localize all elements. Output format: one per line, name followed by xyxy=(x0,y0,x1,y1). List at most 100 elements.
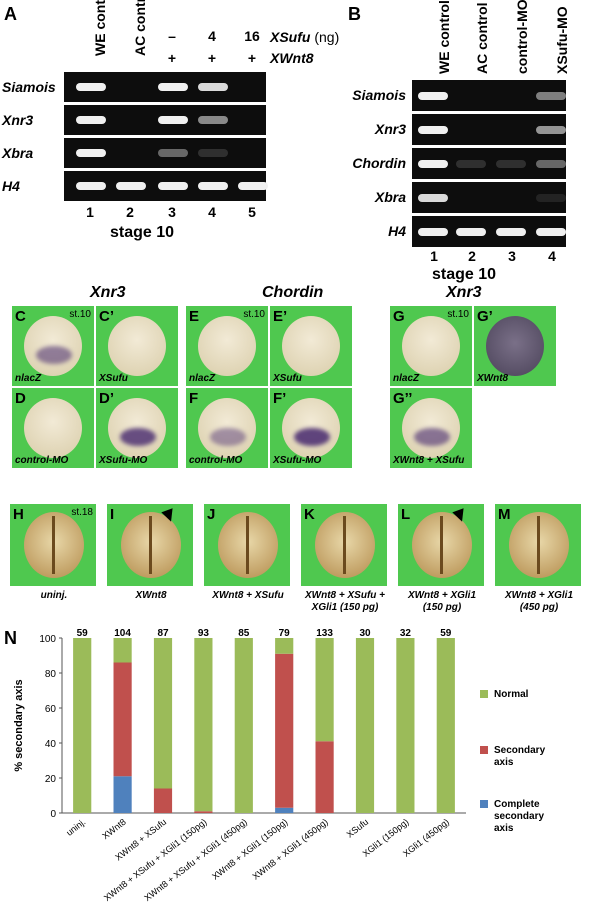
axis-panel-label: I xyxy=(110,506,115,523)
panel-a-label: A xyxy=(4,4,17,24)
insitu-panel-caption: XWnt8 + XSufu xyxy=(393,455,465,466)
x-tick-label: XWnt8 + XGli1 (150pg) xyxy=(210,817,289,882)
neural-groove xyxy=(343,516,346,574)
band xyxy=(418,126,448,134)
arrowhead-icon xyxy=(161,508,177,524)
panel-a-lane-4: 5 xyxy=(248,204,256,220)
panel-b-gel-strip-0 xyxy=(412,80,566,111)
band xyxy=(418,228,448,236)
panel-a-treatment2: XWnt8 xyxy=(270,50,314,66)
insitu-panel-label: E xyxy=(189,308,200,325)
panel-b-col-2: control-MO xyxy=(514,0,530,74)
panel-a-treatment1: XSufu (ng) xyxy=(270,29,339,45)
legend-swatch xyxy=(480,800,488,808)
stain xyxy=(36,346,72,364)
band xyxy=(76,182,106,190)
panel-b-row-label-4: H4 xyxy=(388,223,406,239)
panel-b-col-0: WE control xyxy=(436,0,452,74)
panel-n-label: N xyxy=(4,628,17,648)
panel-a-row-label-0: Siamois xyxy=(2,79,56,95)
y-tick-label: 80 xyxy=(45,669,57,680)
neural-groove xyxy=(246,516,249,574)
insitu-panel-label: F’ xyxy=(273,390,287,407)
band xyxy=(536,228,566,236)
legend-swatch xyxy=(480,690,488,698)
insitu-panel-caption: XSufu-MO xyxy=(273,455,322,466)
band xyxy=(158,116,188,124)
axis-panel-label: L xyxy=(401,506,411,523)
panel-a-treatment1-name: XSufu xyxy=(270,29,311,45)
n-label: 104 xyxy=(114,628,131,639)
band xyxy=(116,182,146,190)
insitu-header-chordin: Chordin xyxy=(262,284,324,301)
panel-b-row-label-0: Siamois xyxy=(352,87,406,103)
bar-secondary-axis xyxy=(315,741,334,813)
axis-panel-caption: XWnt8 + XSufu xyxy=(212,590,284,601)
band xyxy=(536,160,566,168)
axis-panel-label: K xyxy=(304,506,315,523)
n-label: 87 xyxy=(157,628,169,639)
panel-b-lane-3: 4 xyxy=(548,248,556,264)
insitu-panel-caption: XSufu-MO xyxy=(99,455,148,466)
band xyxy=(418,160,448,168)
y-axis-label: % secondary axis xyxy=(13,679,25,771)
band xyxy=(198,182,228,190)
insitu-panel-caption: nlacZ xyxy=(15,373,42,384)
band xyxy=(418,194,448,202)
bar-secondary-axis xyxy=(113,662,132,777)
stain xyxy=(414,428,450,446)
embryo xyxy=(108,316,166,376)
bar-normal xyxy=(275,638,294,654)
insitu-panel-caption: XSufu xyxy=(99,373,128,384)
y-tick-label: 0 xyxy=(50,809,56,820)
band xyxy=(536,92,566,100)
neural-groove xyxy=(537,516,540,574)
bar-normal xyxy=(73,638,92,813)
n-label: 93 xyxy=(198,628,210,639)
insitu-panel-label: F xyxy=(189,390,199,407)
n-label: 79 xyxy=(279,628,291,639)
legend-label: Normal xyxy=(494,689,529,700)
insitu-panel-g2: G’ XWnt8 xyxy=(474,306,556,386)
axis-panel-stage: st.18 xyxy=(71,507,93,518)
insitu-panel-label: C’ xyxy=(99,308,114,325)
panel-b-lane-1: 2 xyxy=(468,248,476,264)
insitu-panel-caption: control-MO xyxy=(189,455,243,466)
legend-label: Secondary xyxy=(494,745,546,756)
panel-a-lane-3: 4 xyxy=(208,204,216,220)
n-label: 30 xyxy=(359,628,371,639)
band xyxy=(158,83,188,91)
embryo xyxy=(198,398,256,458)
band xyxy=(456,228,486,236)
band xyxy=(76,149,106,157)
panel-a-lane-1: 2 xyxy=(126,204,134,220)
insitu-panel-label: E’ xyxy=(273,308,288,325)
insitu-panel-stage: st.10 xyxy=(243,309,265,320)
insitu-panel-stage: st.10 xyxy=(447,309,469,320)
panel-a-treatment1-unit: (ng) xyxy=(314,29,340,45)
band xyxy=(198,149,228,157)
n-label: 85 xyxy=(238,628,250,639)
stain xyxy=(294,428,330,446)
axis-panel-m: M xyxy=(495,504,581,586)
axis-panel-caption: XWnt8 + XGli1 (450 pg) xyxy=(504,590,574,613)
insitu-panel-stage: st.10 xyxy=(69,309,91,320)
insitu-panel-caption: XWnt8 xyxy=(477,373,509,384)
neural-groove xyxy=(52,516,55,574)
bar-secondary-axis xyxy=(194,811,213,813)
panel-a-gel-strip-1 xyxy=(64,105,266,135)
panel-b-gel-strip-4 xyxy=(412,216,566,247)
axis-panel-l: L xyxy=(398,504,484,586)
y-tick-label: 20 xyxy=(45,774,57,785)
embryo xyxy=(24,398,82,458)
panel-a-row-label-1: Xnr3 xyxy=(2,112,34,128)
insitu-panel-d2: D’ XSufu-MO xyxy=(96,388,178,468)
panel-b-row-label-1: Xnr3 xyxy=(374,121,406,137)
panel-b-gel-strip-2 xyxy=(412,148,566,179)
band xyxy=(496,228,526,236)
band xyxy=(536,126,566,134)
insitu-header-xnr3-1: Xnr3 xyxy=(90,284,126,301)
insitu-panel-f2: F’ XSufu-MO xyxy=(270,388,352,468)
